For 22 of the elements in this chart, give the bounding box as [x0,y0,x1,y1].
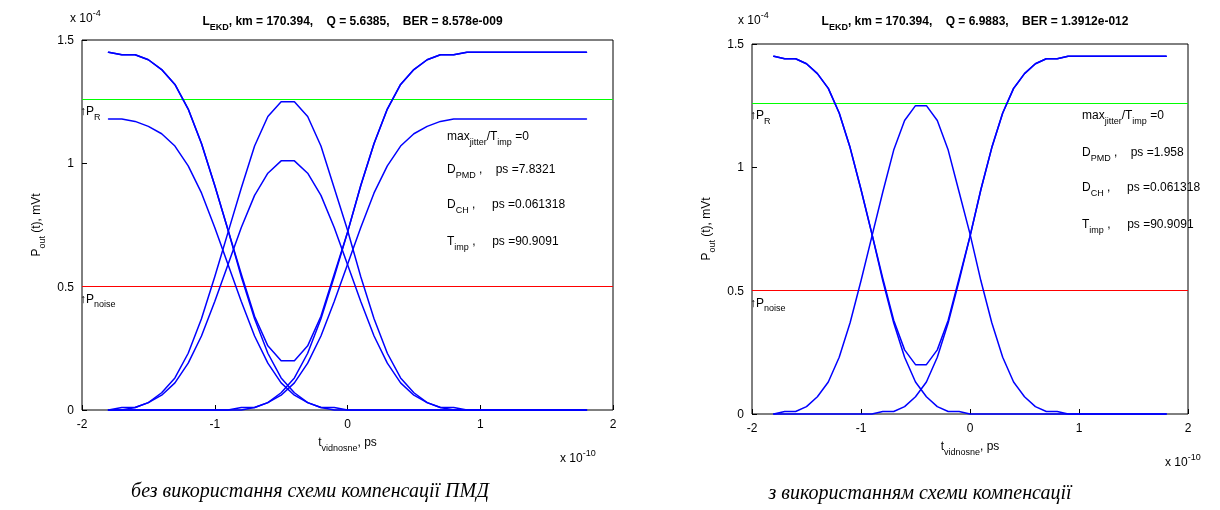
x-tick-label: -2 [746,421,758,435]
text: з використанням схеми компенсації [767,481,1073,504]
y-tick-label: 0 [67,403,75,417]
x-tick-label: 1 [1075,421,1083,435]
y-tick-label: 1 [67,156,75,171]
y-tick-label: 0.5 [57,279,75,294]
x-tick-label: 2 [1184,421,1192,435]
y-axis-title: Pout (t), mVt [29,192,47,257]
x-tick-label: -2 [76,417,88,431]
x-tick-label: -1 [209,417,221,431]
y-tick-label: 0.5 [727,283,745,298]
x-tick-label: 2 [609,417,617,431]
y-tick-label: 1 [737,160,745,175]
x-tick-label: 0 [966,421,974,435]
text: без використання схеми компенсації ПМД [131,479,491,502]
y-tick-label: 1.5 [57,33,75,47]
y-tick-label: 1.5 [727,37,745,51]
y-axis-title: Pout (t), mVt [699,196,717,261]
x-tick-label: -1 [855,421,867,435]
y-tick-label: 0 [737,407,745,421]
x-tick-label: 0 [344,417,352,431]
x-tick-label: 1 [476,417,484,431]
